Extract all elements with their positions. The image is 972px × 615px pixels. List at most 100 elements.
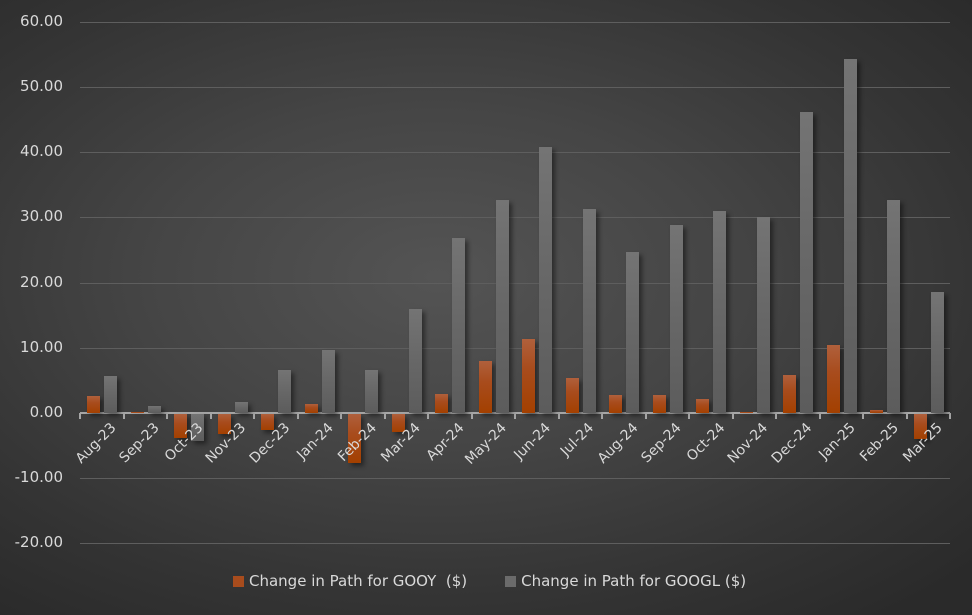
- gridline: [80, 478, 950, 479]
- x-tick-label: Nov-24: [724, 420, 772, 467]
- x-tick-label: Jan-25: [816, 420, 859, 463]
- x-tick-mark: [253, 413, 255, 419]
- x-tick-label: Sep-24: [638, 420, 685, 467]
- legend-swatch-googl: [505, 575, 517, 587]
- x-tick-label: Aug-24: [594, 420, 642, 467]
- bar-googl-jan-24[interactable]: [322, 350, 335, 413]
- bar-googl-jan-25[interactable]: [844, 59, 857, 413]
- bar-gooy-nov-24[interactable]: [740, 412, 753, 413]
- bar-googl-dec-23[interactable]: [278, 370, 291, 413]
- legend-item-gooy[interactable]: Change in Path for GOOY ($): [233, 572, 467, 590]
- x-tick-mark: [384, 413, 386, 419]
- x-tick-label: Sep-23: [116, 420, 163, 467]
- bar-googl-sep-23[interactable]: [148, 406, 161, 413]
- bar-gooy-mar-25[interactable]: [914, 414, 927, 439]
- x-tick-label: Jan-24: [294, 420, 337, 463]
- x-tick-mark: [906, 413, 908, 419]
- x-tick-mark: [862, 413, 864, 419]
- x-tick-mark: [514, 413, 516, 419]
- x-tick-label: Feb-25: [856, 420, 902, 466]
- legend-label-googl: Change in Path for GOOGL ($): [521, 572, 747, 590]
- x-tick-mark: [732, 413, 734, 419]
- bar-gooy-dec-24[interactable]: [783, 375, 796, 413]
- x-tick-label: Dec-24: [768, 420, 816, 467]
- x-tick-mark: [427, 413, 429, 419]
- bar-gooy-jul-24[interactable]: [566, 378, 579, 413]
- gridline: [80, 152, 950, 153]
- bar-googl-feb-25[interactable]: [887, 200, 900, 413]
- bar-googl-oct-24[interactable]: [713, 211, 726, 413]
- x-tick-mark: [210, 413, 212, 419]
- bar-gooy-feb-24[interactable]: [348, 414, 361, 463]
- bar-googl-apr-24[interactable]: [452, 238, 465, 413]
- bar-googl-nov-23[interactable]: [235, 402, 248, 413]
- gridline: [80, 217, 950, 218]
- x-tick-label: Jun-24: [511, 420, 555, 463]
- x-tick-label: Aug-23: [72, 420, 120, 467]
- x-tick-mark: [340, 413, 342, 419]
- y-tick-label: 30.00: [20, 207, 63, 225]
- bar-gooy-jan-25[interactable]: [827, 345, 840, 413]
- x-tick-mark: [297, 413, 299, 419]
- bar-gooy-aug-23[interactable]: [87, 396, 100, 413]
- bar-googl-sep-24[interactable]: [670, 225, 683, 413]
- legend-item-googl[interactable]: Change in Path for GOOGL ($): [505, 572, 746, 590]
- bar-googl-jun-24[interactable]: [539, 147, 552, 413]
- y-tick-label: 0.00: [29, 403, 63, 421]
- y-tick-label: 40.00: [20, 142, 63, 160]
- gridline: [80, 543, 950, 544]
- x-tick-mark: [775, 413, 777, 419]
- bar-gooy-aug-24[interactable]: [609, 395, 622, 413]
- bar-googl-dec-24[interactable]: [800, 112, 813, 413]
- legend: Change in Path for GOOY ($) Change in Pa…: [233, 572, 746, 590]
- y-tick-label: 10.00: [20, 338, 63, 356]
- gridline: [80, 87, 950, 88]
- bar-googl-oct-23[interactable]: [191, 414, 204, 441]
- x-tick-label: May-24: [462, 420, 510, 468]
- bar-gooy-jan-24[interactable]: [305, 404, 318, 413]
- bar-gooy-sep-24[interactable]: [653, 395, 666, 413]
- x-tick-mark: [601, 413, 603, 419]
- legend-label-gooy: Change in Path for GOOY ($): [249, 572, 468, 590]
- bar-gooy-apr-24[interactable]: [435, 394, 448, 413]
- y-tick-label: 50.00: [20, 77, 63, 95]
- bar-gooy-mar-24[interactable]: [392, 414, 405, 432]
- bar-googl-aug-23[interactable]: [104, 376, 117, 413]
- bar-googl-mar-24[interactable]: [409, 309, 422, 413]
- x-tick-label: Oct-24: [683, 420, 729, 465]
- bar-googl-jul-24[interactable]: [583, 209, 596, 413]
- x-tick-mark: [819, 413, 821, 419]
- y-tick-label: -10.00: [14, 468, 63, 486]
- x-tick-label: Jul-24: [557, 420, 598, 460]
- bar-gooy-jun-24[interactable]: [522, 339, 535, 413]
- x-tick-mark: [79, 413, 81, 419]
- bar-gooy-nov-23[interactable]: [218, 414, 231, 434]
- gridline: [80, 22, 950, 23]
- y-tick-label: 20.00: [20, 273, 63, 291]
- bar-gooy-may-24[interactable]: [479, 361, 492, 413]
- x-tick-mark: [123, 413, 125, 419]
- y-tick-label: 60.00: [20, 12, 63, 30]
- bar-googl-feb-24[interactable]: [365, 370, 378, 413]
- bar-googl-aug-24[interactable]: [626, 252, 639, 413]
- legend-swatch-gooy: [233, 575, 244, 587]
- bar-googl-nov-24[interactable]: [757, 217, 770, 413]
- x-tick-mark: [558, 413, 560, 419]
- x-tick-mark: [688, 413, 690, 419]
- gridline: [80, 348, 950, 349]
- x-tick-label: Apr-24: [423, 420, 468, 464]
- bar-googl-mar-25[interactable]: [931, 292, 944, 413]
- y-tick-label: -20.00: [14, 533, 63, 551]
- x-tick-mark: [471, 413, 473, 419]
- bar-gooy-dec-23[interactable]: [261, 414, 274, 430]
- bar-googl-may-24[interactable]: [496, 200, 509, 413]
- bar-gooy-sep-23[interactable]: [131, 412, 144, 413]
- gridline: [80, 283, 950, 284]
- bar-gooy-oct-24[interactable]: [696, 399, 709, 413]
- x-tick-mark: [645, 413, 647, 419]
- x-tick-mark: [949, 413, 951, 419]
- bar-gooy-feb-25[interactable]: [870, 410, 883, 413]
- bar-gooy-oct-23[interactable]: [174, 414, 187, 438]
